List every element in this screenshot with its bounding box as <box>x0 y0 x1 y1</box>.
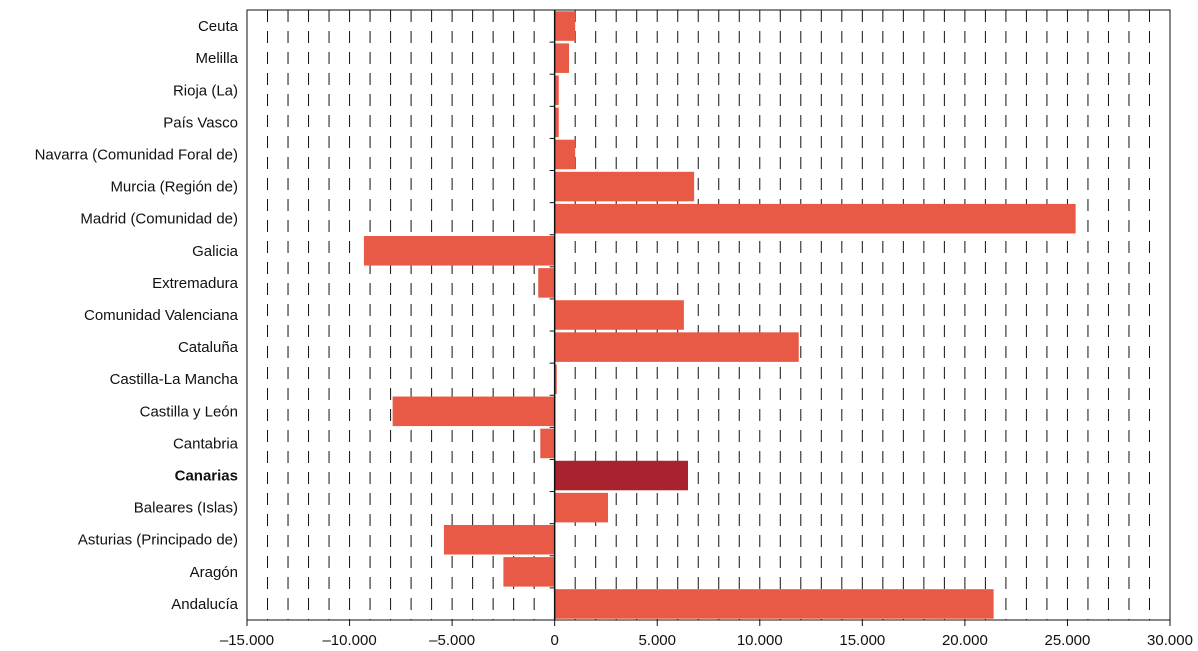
bar-melilla <box>554 43 570 73</box>
x-tick-label: 20.000 <box>942 632 988 649</box>
x-tick-label: –10.000 <box>322 632 376 649</box>
x-tick-label: –5.000 <box>429 632 475 649</box>
bar-comunidad-valenciana <box>554 300 684 330</box>
bar-baleares-islas <box>554 492 608 523</box>
x-tick-label: 10.000 <box>737 632 783 649</box>
x-tick-label: 15.000 <box>839 632 885 649</box>
category-label: Andalucía <box>171 596 238 613</box>
bar-madrid-comunidad-de <box>554 203 1076 234</box>
bar-cantabria <box>540 428 555 459</box>
category-label: Canarias <box>175 468 238 485</box>
bar-castilla-la-mancha <box>554 364 557 394</box>
bar-castilla-y-león <box>392 396 555 427</box>
plot-frame <box>246 9 1171 621</box>
bar-cataluña <box>554 332 799 362</box>
category-label: Galicia <box>192 243 239 260</box>
category-labels: Ceuta Melilla Rioja (La) País Vasco Navarra … <box>35 18 239 613</box>
category-label: Castilla y León <box>140 403 238 420</box>
category-label: Extremadura <box>152 275 239 292</box>
bar-país-vasco <box>554 107 559 138</box>
x-tick-label: 30.000 <box>1147 632 1193 649</box>
bar-navarra-comunidad-foral-de <box>554 139 576 170</box>
category-label: Comunidad Valenciana <box>84 307 239 324</box>
tick-labels: –15.000 –10.000 –5.000 0 5.000 10.000 15.000 20… <box>220 632 1193 649</box>
category-label: Cantabria <box>173 435 239 452</box>
bar-murcia-región-de <box>554 171 695 202</box>
category-label: Rioja (La) <box>173 82 238 99</box>
category-label: País Vasco <box>163 114 238 131</box>
bar-asturias-principado-de <box>443 524 555 555</box>
bar-andalucía <box>554 589 994 619</box>
bar-galicia <box>363 236 555 266</box>
x-tick-label: 25.000 <box>1044 632 1090 649</box>
category-label: Madrid (Comunidad de) <box>80 211 238 228</box>
axis-layer <box>246 9 1171 626</box>
category-label: Asturias (Principado de) <box>78 532 238 549</box>
category-label: Murcia (Región de) <box>110 179 238 196</box>
category-label: Aragón <box>190 564 238 581</box>
category-label: Navarra (Comunidad Foral de) <box>35 146 238 163</box>
category-label: Castilla-La Mancha <box>110 371 239 388</box>
bar-extremadura <box>538 268 555 298</box>
category-label: Cataluña <box>178 339 239 356</box>
bar-aragón <box>503 557 555 587</box>
category-label: Ceuta <box>198 18 239 35</box>
grid-layer <box>267 10 1150 620</box>
bars-layer <box>363 11 1076 619</box>
bar-rioja-la <box>554 75 559 106</box>
x-tick-label: –15.000 <box>220 632 274 649</box>
x-tick-label: 5.000 <box>638 632 676 649</box>
category-label: Baleares (Islas) <box>134 500 238 517</box>
bar-canarias <box>554 460 688 491</box>
category-label: Melilla <box>195 50 238 67</box>
bar-ceuta <box>554 11 576 41</box>
x-tick-label: 0 <box>550 632 558 649</box>
